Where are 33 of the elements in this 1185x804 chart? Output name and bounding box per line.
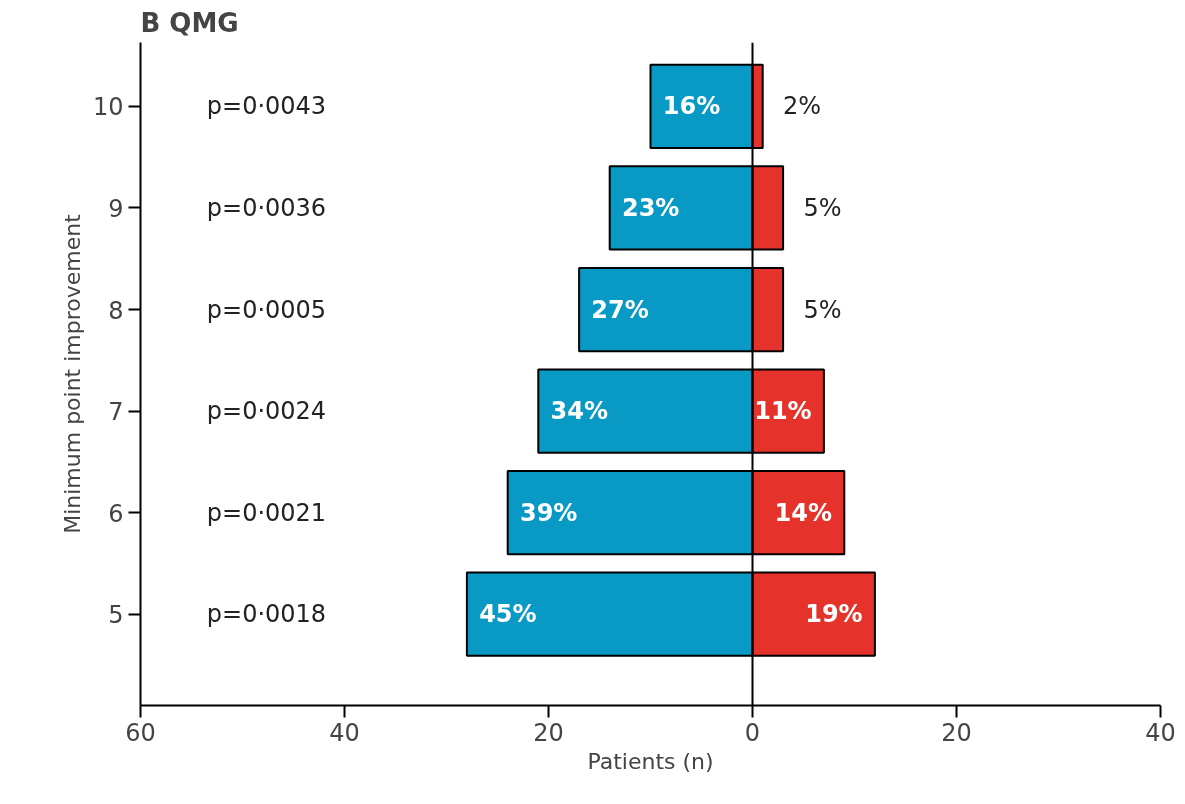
y-axis-title: Minimum point improvement — [59, 213, 85, 534]
y-tick-label: 9 — [108, 195, 124, 223]
annotation: p=0·0036 — [206, 194, 327, 222]
y-tick-label: 6 — [108, 499, 124, 528]
y-tick-label: 8 — [108, 296, 124, 325]
annotation: 5% — [803, 295, 842, 324]
annotation: 2% — [783, 92, 822, 121]
annotation: 16% — [662, 92, 721, 121]
x-tick-label: 20 — [941, 718, 972, 747]
chart-title: B QMG — [140, 7, 239, 38]
annotation: 45% — [479, 600, 537, 629]
x-tick-label: 60 — [125, 718, 156, 747]
y-tick-label: 10 — [92, 93, 124, 122]
annotation: p=0·0024 — [206, 397, 327, 426]
annotation: 14% — [774, 498, 833, 527]
annotation: p=0·0043 — [206, 92, 327, 121]
annotation: 5% — [803, 194, 842, 222]
x-tick-label: 40 — [1145, 718, 1176, 747]
y-tick-label: 5 — [108, 601, 124, 630]
x-axis-title: Patients (n) — [587, 748, 714, 774]
y-tick-label: 7 — [108, 398, 124, 427]
annotation: 11% — [754, 397, 812, 426]
annotation: p=0·0005 — [206, 295, 327, 324]
annotation: 34% — [550, 397, 608, 426]
x-tick-label: 0 — [744, 718, 761, 747]
annotation: p=0·0018 — [206, 600, 327, 629]
annotation: 27% — [591, 295, 649, 324]
x-tick-label: 20 — [533, 718, 564, 747]
annotation: 39% — [519, 498, 578, 527]
annotation: 19% — [805, 600, 863, 629]
annotation: p=0·0021 — [206, 498, 327, 527]
x-tick-label: 40 — [329, 718, 360, 747]
annotation: 23% — [621, 194, 680, 222]
